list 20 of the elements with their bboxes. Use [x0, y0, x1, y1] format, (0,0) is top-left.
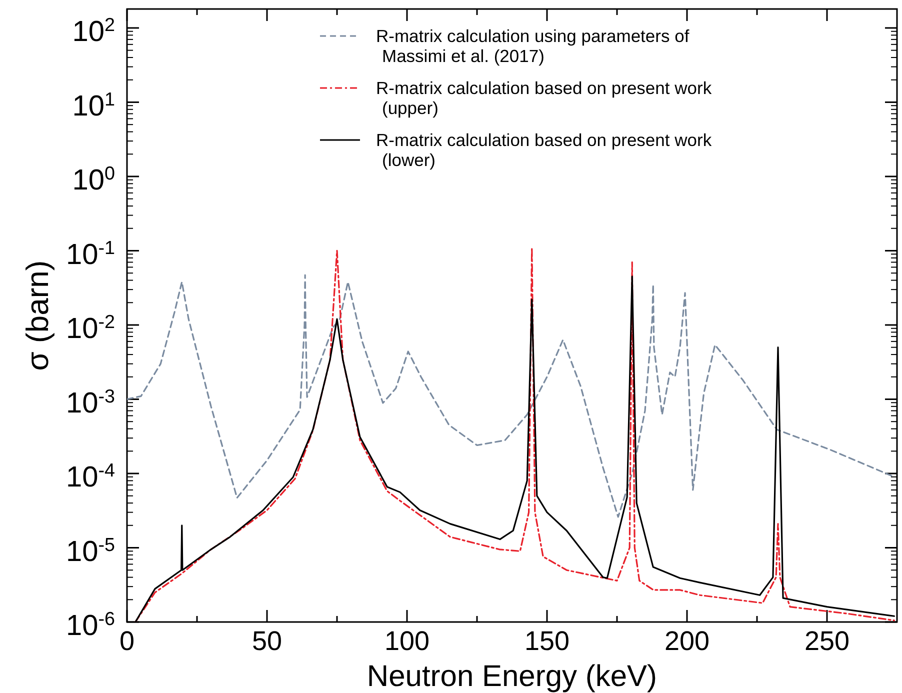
x-axis-title: Neutron Energy (keV) [366, 660, 658, 693]
legend-label: R-matrix calculation using parameters of Massimi et al. (2017) [376, 26, 690, 66]
y-tick-label: 10$^{0}$ [72, 162, 115, 197]
x-tick-label: 50 [252, 626, 282, 656]
x-tick-label: 200 [664, 626, 710, 656]
y-tick-label: 10$^{1}$ [72, 88, 115, 122]
x-tick-label: 100 [384, 626, 430, 656]
x-tick-label: 0 [119, 626, 135, 656]
y-tick-label: 10$^{-3}$ [66, 384, 115, 420]
y-tick-label: 10$^{-1}$ [66, 236, 115, 271]
legend-label: R-matrix calculation based on present work (lower) [376, 130, 712, 170]
y-tick-label: 10$^{-5}$ [66, 533, 115, 568]
y-tick-label: 10$^{-2}$ [66, 310, 115, 346]
y-tick-label: 10$^{-6}$ [66, 608, 115, 642]
y-tick-label: 10$^{2}$ [72, 14, 115, 48]
x-tick-label: 150 [524, 626, 570, 656]
legend-label: R-matrix calculation based on present work (upper) [376, 78, 712, 118]
y-tick-label: 10$^{-4}$ [66, 459, 115, 494]
y-axis-title: σ (barn) [20, 260, 55, 371]
x-tick-label: 250 [804, 626, 850, 656]
